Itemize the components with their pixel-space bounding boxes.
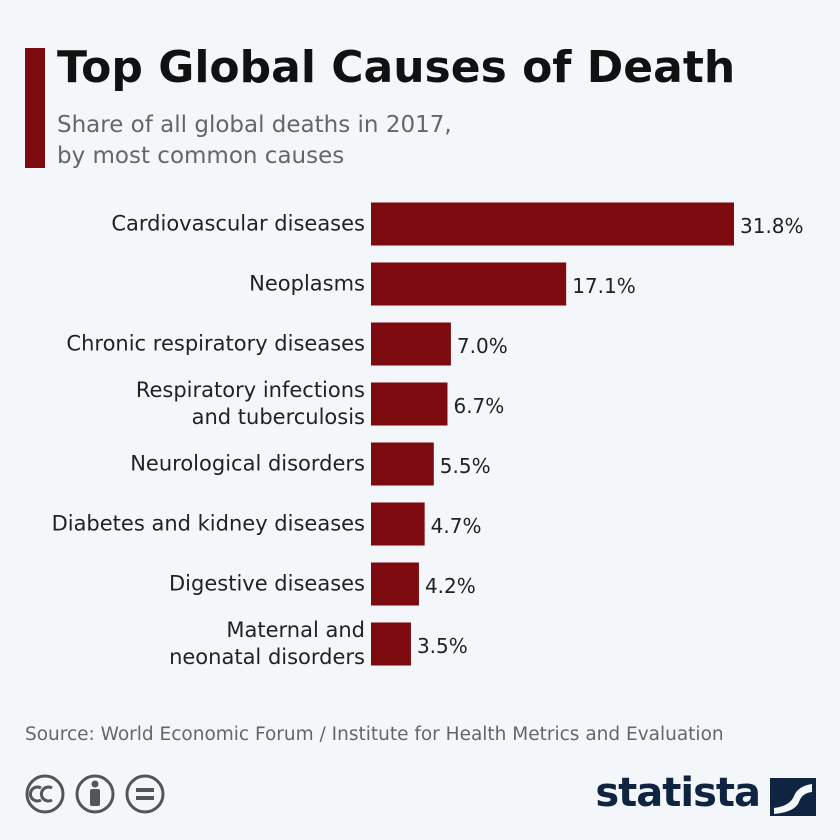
chart: [371, 202, 734, 666]
value-label: 31.8%: [740, 214, 804, 238]
bar: [371, 262, 567, 306]
cc-icon: [25, 774, 65, 814]
value-label: 6.7%: [453, 394, 505, 418]
bar: [371, 322, 451, 366]
category-label: Neurological disorders: [130, 451, 365, 476]
bar: [371, 562, 419, 606]
chart-subtitle: Share of all global deaths in 2017, by m…: [57, 112, 452, 169]
value-label: 17.1%: [572, 274, 636, 298]
category-label: Maternal and neonatal disorders: [169, 618, 365, 669]
value-label: 4.7%: [430, 514, 482, 538]
category-label: Neoplasms: [249, 271, 365, 296]
title-accent: [25, 48, 45, 168]
source: Source: World Economic Forum / Institute…: [25, 724, 724, 745]
nd-icon: [125, 774, 165, 814]
category-label: Digestive diseases: [169, 571, 365, 596]
brand-logo: statista: [595, 770, 761, 816]
bar: [371, 622, 411, 666]
bar: [371, 502, 425, 546]
bar: [371, 382, 448, 426]
bar: [371, 442, 434, 486]
value-label: 5.5%: [439, 454, 491, 478]
license-icons: [25, 774, 165, 814]
category-label: Diabetes and kidney diseases: [51, 511, 365, 536]
bar: [371, 202, 734, 246]
chart-title: Top Global Causes of Death: [57, 42, 736, 93]
by-icon: [75, 774, 115, 814]
cc-glyph: [28, 785, 53, 803]
nd-bar: [136, 796, 154, 800]
category-label: Respiratory infections and tuberculosis: [135, 378, 365, 429]
by-head: [91, 780, 99, 788]
category-label: Cardiovascular diseases: [111, 211, 365, 236]
nd-bar: [136, 788, 154, 792]
value-label: 7.0%: [456, 334, 508, 358]
brand-mark: [770, 778, 816, 816]
category-label: Chronic respiratory diseases: [66, 331, 365, 356]
value-label: 4.2%: [424, 574, 476, 598]
by-body: [90, 789, 100, 806]
brand-mark-wave: [774, 784, 812, 814]
value-label: 3.5%: [416, 634, 468, 658]
